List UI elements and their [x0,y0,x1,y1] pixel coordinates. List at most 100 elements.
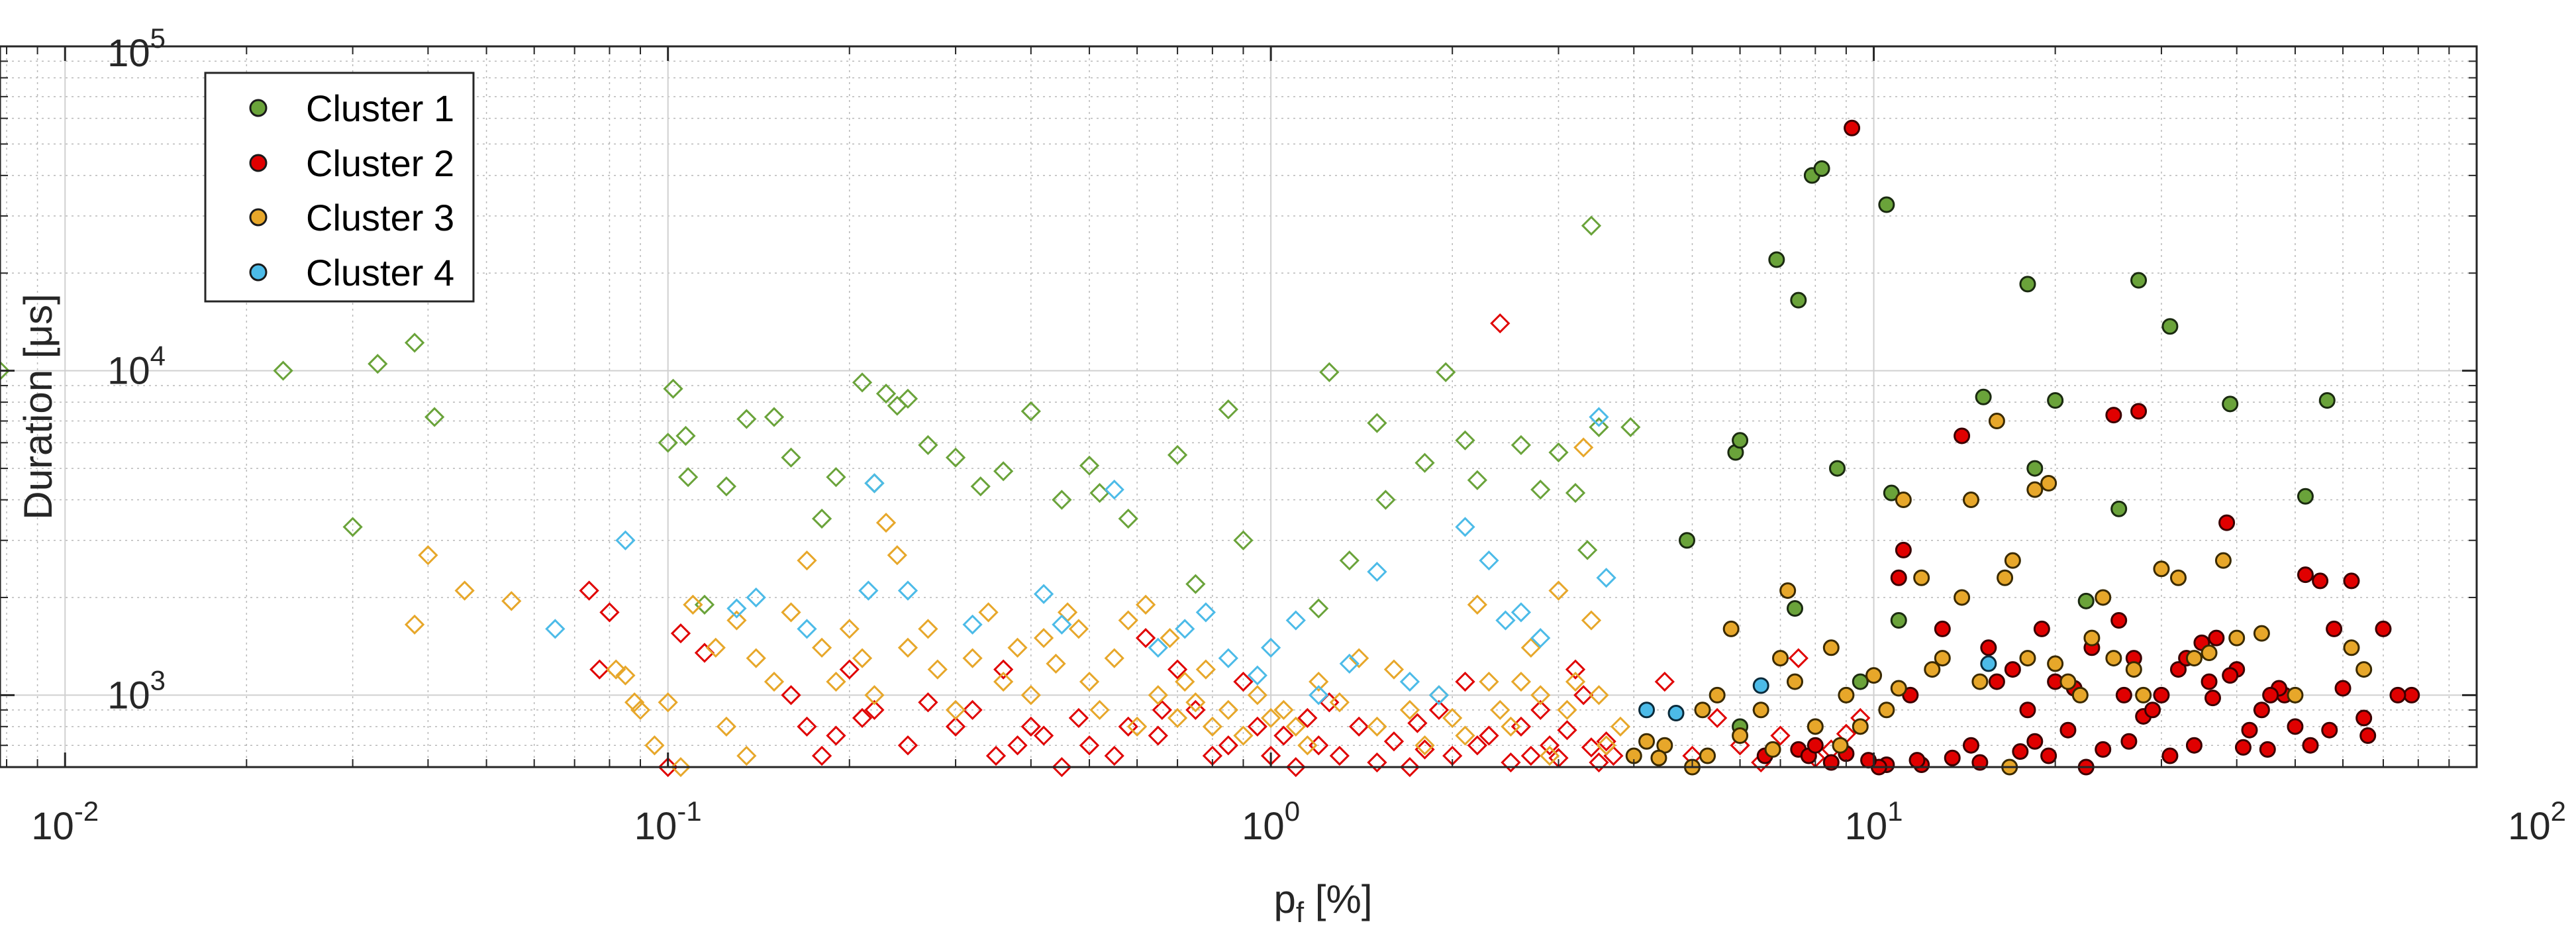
diamond-marker-cluster-3 [624,692,645,713]
circle-marker-cluster-1 [2318,391,2336,409]
diamond-marker-cluster-3 [1557,700,1577,720]
diamond-marker-cluster-1 [368,354,388,374]
legend-label-cluster-4: Cluster 4 [306,252,454,293]
diamond-marker-cluster-3 [1148,685,1168,705]
diamond-marker-cluster-2 [1530,700,1551,720]
circle-marker-cluster-2 [1954,427,1971,444]
diamond-marker-cluster-3 [887,545,907,566]
diamond-marker-cluster-2 [1218,735,1238,756]
diamond-marker-cluster-2 [1539,735,1560,756]
circle-marker-cluster-3 [1895,492,1912,509]
diamond-marker-cluster-2 [599,602,620,623]
diamond-marker-cluster-2 [1247,716,1267,737]
circle-marker-cluster-3 [2095,589,2112,606]
diamond-marker-cluster-4 [864,473,885,494]
circle-marker-cluster-1 [2026,460,2044,477]
circle-marker-cluster-2 [2321,721,2338,739]
diamond-marker-cluster-3 [404,614,425,635]
diamond-marker-cluster-1 [1467,470,1487,490]
diamond-marker-cluster-1 [404,333,425,353]
diamond-marker-cluster-3 [1127,716,1148,737]
circle-marker-cluster-2 [2208,629,2225,647]
circle-marker-cluster-2 [2040,747,2057,764]
circle-marker-cluster-2 [2161,747,2179,764]
circle-marker-cluster-1 [1679,532,1696,549]
diamond-marker-cluster-2 [993,659,1014,680]
diamond-marker-cluster-1 [1309,598,1329,619]
diamond-marker-cluster-1 [273,360,293,381]
diamond-marker-cluster-3 [1442,707,1463,729]
circle-marker-cluster-1 [1975,388,1992,405]
diamond-marker-cluster-3 [1367,716,1387,737]
circle-marker-cluster-2 [1944,749,1961,766]
diamond-marker-cluster-1 [424,407,445,427]
circle-marker-cluster-2 [2169,661,2187,678]
diamond-marker-cluster-3 [630,700,651,720]
circle-marker-cluster-2 [2130,403,2148,420]
diamond-marker-cluster-2 [1565,659,1586,680]
diamond-marker-cluster-2 [1596,731,1616,752]
diamond-marker-cluster-3 [644,735,665,756]
diamond-marker-cluster-2 [1557,720,1577,741]
circle-marker-cluster-2 [2297,566,2314,584]
diamond-marker-cluster-3 [826,671,846,692]
diamond-marker-cluster-3 [1020,685,1041,705]
diamond-marker-cluster-3 [501,591,522,611]
diamond-marker-cluster-3 [658,692,678,713]
circle-marker-cluster-2 [2218,514,2236,531]
circle-marker-cluster-3 [1787,673,1804,690]
circle-marker-cluster-2 [2355,709,2373,727]
diamond-marker-cluster-2 [945,716,966,737]
diamond-marker-cluster-4 [1247,665,1267,686]
circle-marker-cluster-2 [2004,661,2021,678]
circle-marker-cluster-3 [2019,650,2036,667]
diamond-marker-cluster-2 [589,659,610,680]
diamond-marker-cluster-4 [1428,685,1450,705]
diamond-marker-cluster-1 [993,461,1014,482]
diamond-marker-cluster-2 [1707,707,1728,729]
diamond-marker-cluster-1 [945,447,966,468]
circle-marker-cluster-2 [2302,737,2319,754]
x-tick-label: 10-2 [31,796,99,848]
circle-marker-cluster-1 [1852,673,1869,690]
legend-marker-cluster-4 [249,263,268,282]
diamond-marker-cluster-3 [1167,707,1188,729]
circle-marker-cluster-3 [1865,667,1883,684]
diamond-marker-cluster-1 [1530,480,1551,500]
diamond-marker-cluster-3 [875,512,897,533]
circle-marker-cluster-3 [2047,655,2064,672]
diamond-marker-cluster-4 [962,614,983,635]
circle-marker-cluster-3 [1988,413,2005,430]
diamond-marker-cluster-1 [1589,417,1609,437]
legend-marker-cluster-3 [249,208,268,227]
circle-marker-cluster-1 [2019,276,2036,293]
circle-marker-cluster-3 [1807,718,1824,735]
diamond-marker-cluster-1 [1052,490,1072,510]
diamond-marker-cluster-3 [1104,648,1124,668]
diamond-marker-cluster-3 [418,545,438,566]
circle-marker-cluster-2 [2144,702,2161,719]
circle-marker-cluster-3 [1694,702,1711,719]
diamond-marker-cluster-3 [1479,671,1499,692]
circle-marker-cluster-3 [1997,569,2014,586]
diamond-marker-cluster-4 [1495,610,1516,631]
diamond-marker-cluster-3 [1089,700,1110,720]
y-tick-label: 105 [107,23,166,75]
diamond-marker-cluster-1 [675,425,696,446]
circle-marker-cluster-3 [2287,686,2304,703]
circle-marker-cluster-2 [2110,612,2128,629]
diamond-marker-cluster-3 [1195,659,1216,680]
plot-frame [0,45,2478,768]
circle-marker-cluster-3 [2214,552,2232,569]
diamond-marker-cluster-3 [1135,594,1156,615]
circle-marker-cluster-2 [2312,572,2329,590]
diamond-marker-cluster-2 [1479,725,1499,746]
circle-marker-cluster-4 [1638,702,1656,719]
circle-marker-cluster-3 [2026,481,2044,498]
diamond-marker-cluster-2 [1148,725,1168,746]
diamond-marker-cluster-1 [852,372,873,393]
diamond-marker-cluster-2 [962,700,983,720]
circle-marker-cluster-2 [2120,733,2138,750]
diamond-marker-cluster-3 [1349,648,1369,668]
